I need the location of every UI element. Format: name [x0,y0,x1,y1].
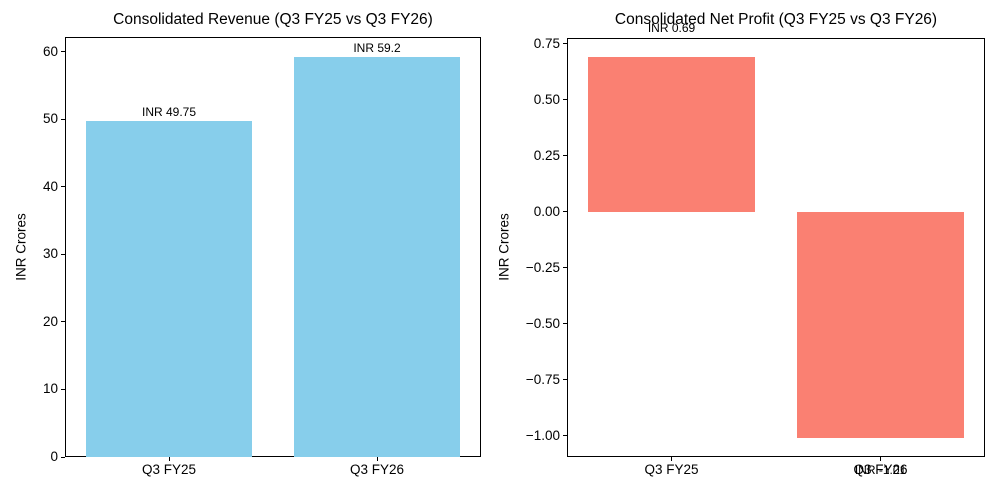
y-tick [563,267,567,269]
y-tick-label: 0.25 [533,147,560,163]
bar-q3-fy26 [796,211,965,438]
bar-q3-fy25 [85,120,253,457]
x-tick-label: Q3 FY25 [141,462,197,477]
y-tick-label: −0.50 [525,315,560,331]
y-tick-label: −1.00 [525,427,560,443]
bar-value-label: INR -1.01 [854,462,907,477]
y-tick [61,388,65,390]
y-tick [563,379,567,381]
x-tick [376,457,378,461]
y-tick [563,323,567,325]
x-tick [880,457,881,461]
y-tick [61,186,65,188]
y-tick-label: −0.25 [525,259,560,275]
y-tick [563,99,567,101]
y-tick [61,51,65,53]
y-tick [563,211,567,213]
revenue-chart-title: Consolidated Revenue (Q3 FY25 vs Q3 FY26… [113,11,433,28]
net-profit-plot-area [567,38,985,457]
y-tick [563,155,567,157]
y-tick-label: 20 [42,313,58,329]
y-tick-label: 40 [42,178,58,194]
y-tick-label: 10 [42,381,58,397]
y-tick-label: 0.50 [533,91,560,107]
x-tick-label: Q3 FY26 [349,462,405,477]
x-tick [168,457,170,461]
y-tick-label: −0.75 [525,371,560,387]
x-tick-label: Q3 FY26 [853,462,908,477]
bar-value-label: INR 59.2 [353,41,401,55]
bar-q3-fy26 [293,57,461,457]
bar-value-label: INR 0.69 [647,21,696,36]
y-tick [61,456,65,458]
y-tick-label: 0.00 [533,203,560,219]
revenue-plot-area [65,37,481,457]
y-tick-label: 30 [42,246,58,262]
y-tick [563,43,567,45]
y-tick [61,321,65,323]
x-tick-label: Q3 FY25 [644,462,699,477]
y-tick-label: 0 [50,449,58,464]
y-tick [61,118,65,120]
y-tick [563,435,567,437]
y-tick [61,253,65,255]
x-tick [671,457,672,461]
y-tick-label: 0.75 [533,35,560,51]
y-tick-label: 50 [42,111,58,127]
y-tick-label: 60 [42,43,58,59]
bar-value-label: INR 49.75 [141,104,197,119]
net-profit-chart-title: Consolidated Net Profit (Q3 FY25 vs Q3 F… [614,11,938,28]
bar-q3-fy25 [587,57,756,212]
